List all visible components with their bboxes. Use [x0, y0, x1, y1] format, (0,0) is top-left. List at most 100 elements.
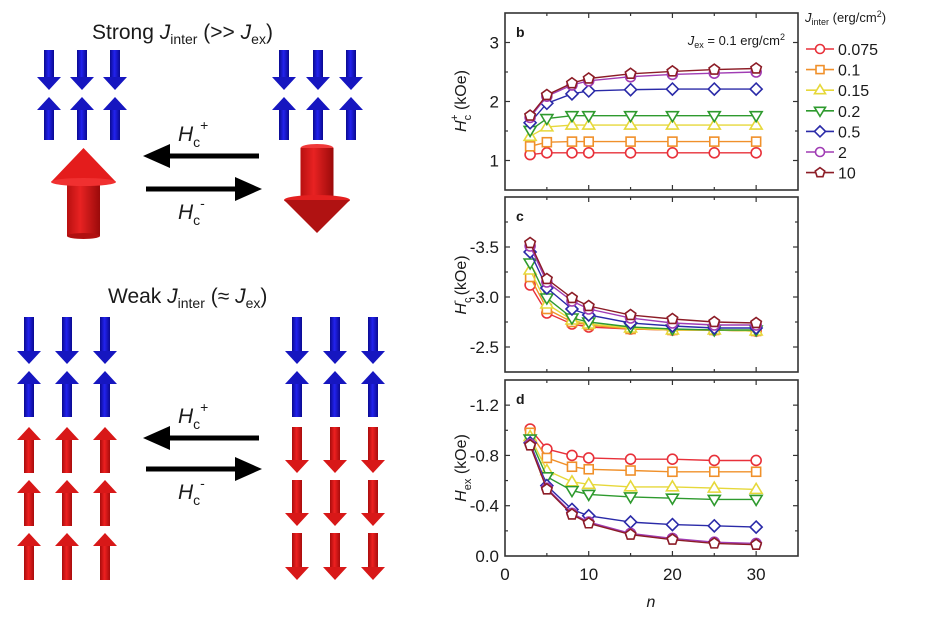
- blue-up-spin-arrow-icon: [361, 371, 385, 417]
- legend-marker: [814, 146, 826, 158]
- data-point: [666, 453, 679, 466]
- series-line: [529, 88, 757, 124]
- series-line: [529, 276, 757, 332]
- data-point: [666, 64, 679, 77]
- data-point: [665, 479, 680, 492]
- y-tick-label: 3: [490, 34, 499, 53]
- y-tick-label: -2.5: [470, 338, 499, 357]
- data-point: [564, 301, 580, 317]
- data-point: [748, 117, 764, 130]
- big-red-up-arrow-icon: [51, 148, 116, 239]
- legend-label: 0.2: [838, 104, 860, 121]
- data-point: [706, 117, 722, 130]
- legend-entry: 0.5: [806, 124, 860, 141]
- x-tick-label: 20: [663, 565, 682, 584]
- data-point: [564, 117, 580, 130]
- blue-down-spin-arrow-icon: [70, 50, 94, 90]
- blue-up-spin-arrow-icon: [272, 97, 296, 140]
- series-line: [529, 428, 757, 462]
- schematic: Strong Jinter (>> Jex) Hc+: [17, 21, 385, 580]
- series-10: [523, 438, 763, 550]
- big-red-down-arrow-icon: [284, 144, 350, 233]
- blue-up-spin-arrow-icon: [306, 97, 330, 140]
- strong-left-spin-array: [37, 50, 127, 140]
- data-point: [566, 449, 578, 462]
- weak-hc-minus-label: Hc-: [178, 475, 205, 508]
- panel-c-frame: [504, 196, 799, 373]
- red-up-spin-arrow-icon: [55, 480, 79, 526]
- data-point: [750, 466, 762, 478]
- series-line: [529, 140, 757, 147]
- red-up-spin-arrow-icon: [17, 480, 41, 526]
- panel-label: c: [516, 208, 524, 224]
- panel-d: -1.2 -0.8 -0.4 0.00 10 20 30 d: [470, 379, 799, 584]
- jex-annotation: Jex = 0.1 erg/cm2: [687, 32, 785, 50]
- legend-entry: 2: [806, 145, 847, 162]
- strong-right-spin-array: [272, 50, 363, 140]
- data-point: [706, 110, 722, 124]
- data-point: [708, 136, 720, 147]
- series-line: [529, 251, 757, 329]
- data-point: [624, 67, 637, 80]
- legend-label: 10: [838, 166, 856, 183]
- data-point: [581, 83, 596, 99]
- data-point: [564, 474, 580, 487]
- data-point: [708, 63, 721, 75]
- blue-up-spin-arrow-icon: [339, 97, 363, 140]
- y-tick-label: -1.2: [470, 396, 499, 415]
- data-point: [565, 76, 579, 89]
- red-down-spin-arrow-icon: [361, 533, 385, 580]
- data-point: [623, 110, 638, 124]
- data-point: [708, 315, 721, 328]
- series-line: [529, 124, 757, 137]
- data-point: [565, 291, 579, 304]
- legend-entry: 10: [806, 166, 856, 183]
- blue-down-spin-arrow-icon: [37, 50, 61, 90]
- data-point: [748, 494, 764, 507]
- data-point: [624, 147, 637, 159]
- data-point: [623, 492, 638, 505]
- data-point: [541, 136, 553, 148]
- blue-up-spin-arrow-icon: [55, 371, 79, 417]
- legend-marker: [814, 166, 826, 178]
- series-line: [529, 445, 757, 546]
- data-point: [539, 293, 555, 306]
- strong-hc-minus-arrow-icon: [146, 177, 262, 201]
- data-point: [708, 536, 721, 549]
- blue-down-spin-arrow-icon: [17, 317, 41, 364]
- data-point: [666, 147, 679, 159]
- data-point: [665, 81, 680, 97]
- x-tick-label: 0: [500, 565, 509, 584]
- blue-down-spin-arrow-icon: [93, 317, 117, 364]
- strong-hc-plus-arrow-icon: [143, 144, 259, 168]
- data-point: [583, 136, 595, 147]
- data-point: [582, 147, 595, 159]
- red-down-spin-arrow-icon: [323, 533, 347, 580]
- series-2: [524, 66, 762, 124]
- weak-hc-minus-arrow-icon: [146, 457, 262, 481]
- data-point: [749, 316, 763, 329]
- legend-marker: [813, 106, 827, 118]
- red-down-spin-arrow-icon: [285, 480, 309, 526]
- data-point: [583, 463, 595, 475]
- data-point: [539, 113, 555, 127]
- data-point: [749, 519, 764, 535]
- data-point: [624, 528, 637, 540]
- series-10: [523, 236, 763, 329]
- data-point: [541, 147, 553, 159]
- data-point: [750, 136, 762, 147]
- data-point: [750, 454, 762, 467]
- data-point: [581, 476, 597, 490]
- data-point: [540, 88, 554, 101]
- data-point: [582, 452, 595, 464]
- legend-label: 0.15: [838, 83, 869, 100]
- data-point: [582, 299, 595, 312]
- blue-down-spin-arrow-icon: [103, 50, 127, 90]
- series-0.1: [524, 271, 762, 337]
- data-point: [623, 514, 638, 530]
- y-tick-label: -0.4: [470, 497, 499, 516]
- series-0.075: [524, 147, 762, 161]
- data-point: [623, 117, 638, 130]
- data-point: [748, 481, 764, 495]
- data-point: [623, 82, 638, 97]
